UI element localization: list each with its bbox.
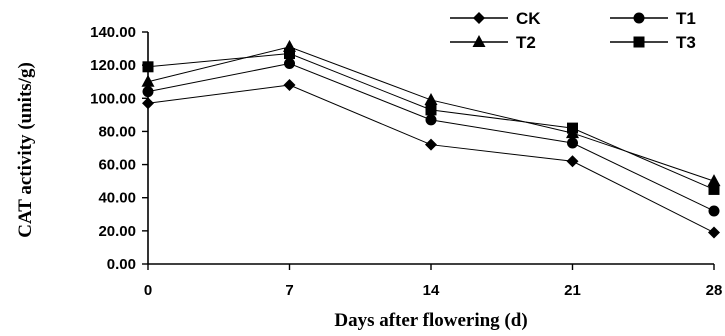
y-tick-label: 140.00 <box>90 24 136 41</box>
data-point-t1 <box>567 137 578 149</box>
data-point-ck <box>142 97 154 110</box>
y-tick-group: 0.00 20.00 40.00 60.00 80.00 100.00 120.00 140.… <box>90 24 148 273</box>
x-tick-label: 0 <box>144 282 152 299</box>
data-point-t1 <box>142 86 154 98</box>
data-point-t2 <box>424 92 438 105</box>
legend-marker-ck <box>473 12 485 24</box>
y-tick-label: 20.00 <box>98 223 136 240</box>
legend-item-t3: T3 <box>610 33 696 52</box>
legend-label-t1: T1 <box>676 9 696 28</box>
y-tick-label: 0.00 <box>107 256 136 273</box>
legend-marker-t3 <box>633 36 645 48</box>
series-line-t1 <box>147 62 715 212</box>
legend-label-ck: CK <box>516 9 541 28</box>
series-t1 <box>142 57 720 217</box>
series-ck <box>142 79 720 239</box>
legend-label-t3: T3 <box>676 33 696 52</box>
data-point-ck <box>708 226 720 239</box>
legend-item-t1: T1 <box>610 9 696 28</box>
data-point-t1 <box>425 114 437 126</box>
y-tick-label: 60.00 <box>98 157 136 174</box>
data-point-ck <box>283 79 296 92</box>
series-group <box>141 39 721 239</box>
data-point-t2 <box>707 174 721 187</box>
series-t3 <box>142 48 720 195</box>
data-point-t1 <box>708 205 720 217</box>
data-point-t3 <box>708 183 720 195</box>
y-axis-label: CAT activity (units/g) <box>15 62 36 238</box>
legend-label-t2: T2 <box>516 33 536 52</box>
data-point-t1 <box>284 57 295 69</box>
legend: CK T1 T2 T3 <box>450 9 696 52</box>
legend-item-ck: CK <box>450 9 541 28</box>
data-point-t3 <box>142 61 154 73</box>
y-tick-label: 100.00 <box>90 90 136 107</box>
y-tick-label: 80.00 <box>98 123 136 140</box>
x-tick-label: 7 <box>285 282 293 299</box>
y-tick-label: 120.00 <box>90 57 136 74</box>
y-tick-label: 40.00 <box>98 190 136 207</box>
x-tick-label: 14 <box>423 282 440 299</box>
legend-marker-t1 <box>633 12 645 24</box>
data-point-t3 <box>567 122 578 134</box>
data-point-t3 <box>284 48 295 60</box>
data-point-t3 <box>425 104 437 116</box>
legend-item-t2: T2 <box>450 33 536 52</box>
data-point-t2 <box>141 74 155 87</box>
data-point-ck <box>425 138 437 151</box>
data-point-ck <box>566 155 579 168</box>
x-tick-group: 0 7 14 21 28 <box>144 264 723 299</box>
x-tick-label: 28 <box>706 282 723 299</box>
legend-marker-t2 <box>472 35 486 47</box>
x-tick-label: 21 <box>564 282 581 299</box>
x-axis-label: Days after flowering (d) <box>334 310 527 331</box>
